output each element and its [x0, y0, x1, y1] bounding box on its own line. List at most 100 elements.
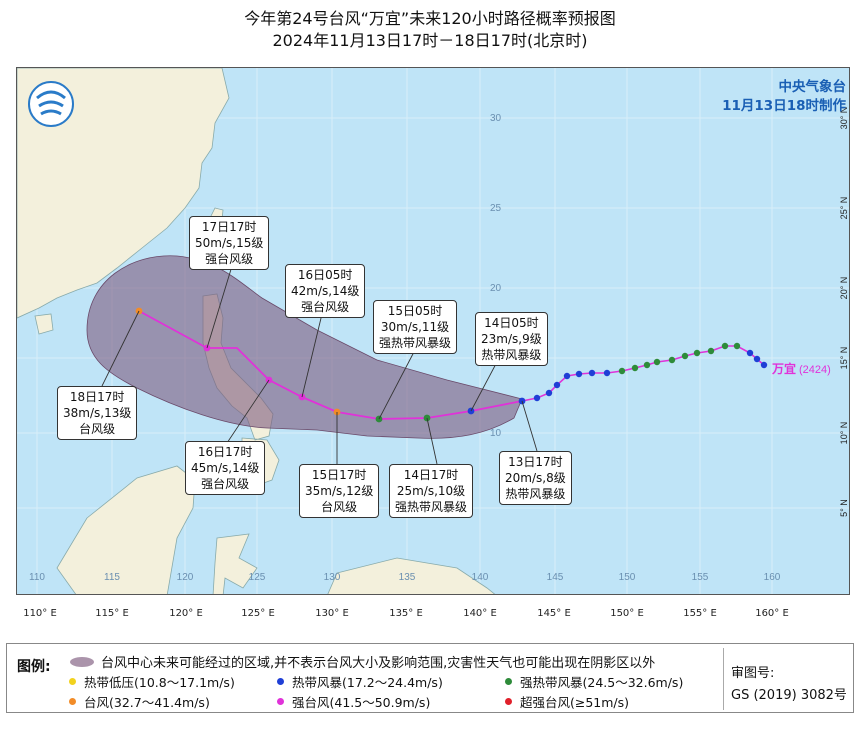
callout-grade: 台风级	[79, 422, 116, 436]
legend-item-label: 热带低压(10.8～17.1m/s)	[84, 675, 235, 690]
callout-time: 14日17时	[403, 468, 459, 482]
callout-wind: 30m/s,11级	[380, 320, 450, 334]
lon-axis-label: 125° E	[241, 608, 275, 619]
callout-14-17: 14日17时 25m/s,10级 强热带风暴级	[389, 464, 474, 518]
legend: 图例: 台风中心未来可能经过的区域,并不表示台风大小及影响范围,灾害性天气也可能…	[6, 643, 854, 713]
lat-axis-labels: 30° N 25° N 20° N 15° N 10° N 5° N	[839, 107, 849, 517]
lon-inside-label: 160	[764, 572, 781, 583]
tropical-storm-dot-icon	[277, 678, 284, 685]
lat-axis-label: 5° N	[839, 499, 849, 517]
legend-item-superty: 超强台风(≥51m/s)	[505, 692, 629, 711]
cone-swatch-icon	[70, 656, 94, 667]
forecast-track-line	[138, 310, 523, 420]
lat-axis-label: 10° N	[839, 422, 849, 445]
callout-14-05: 14日05时 23m/s,9级 热带风暴级	[475, 312, 548, 366]
callout-wind: 20m/s,8级	[505, 471, 566, 485]
lon-inside-label: 140	[472, 572, 489, 583]
past-track-points	[533, 342, 768, 402]
lat-inside-label: 30	[490, 113, 502, 124]
lon-axis-label: 145° E	[537, 608, 571, 619]
lon-inside-label: 145	[547, 572, 564, 583]
land-new-guinea	[327, 557, 496, 594]
lon-axis-label: 135° E	[389, 608, 423, 619]
probability-cone	[86, 255, 523, 439]
lat-axis-label: 25° N	[839, 197, 849, 220]
legend-item-label: 强热带风暴(24.5～32.6m/s)	[520, 675, 684, 690]
forecast-map: 110 115 120 125 130 135 140 145 150 155 …	[16, 67, 850, 595]
issuer-made-at: 11月13日18时制作	[722, 98, 846, 114]
super-typhoon-dot-icon	[505, 698, 512, 705]
issuer-name: 中央气象台	[778, 79, 847, 95]
legend-item-ty: 台风(32.7～41.4m/s)	[69, 692, 210, 711]
callout-15-17: 15日17时 35m/s,12级 台风级	[299, 464, 380, 518]
legend-item-td: 热带低压(10.8～17.1m/s)	[69, 672, 235, 691]
callout-wind: 45m/s,14级	[191, 461, 260, 475]
callout-time: 17日17时	[201, 220, 257, 234]
land-hainan	[34, 313, 54, 335]
lon-inside-label: 150	[619, 572, 636, 583]
callout-wind: 42m/s,14级	[291, 284, 360, 298]
callout-wind: 38m/s,13级	[63, 406, 132, 420]
lon-inside-label: 125	[249, 572, 266, 583]
legend-item-label: 台风(32.7～41.4m/s)	[84, 695, 210, 710]
callout-grade: 强热带风暴级	[395, 500, 468, 514]
lon-inside-label: 155	[692, 572, 709, 583]
title-line-1: 今年第24号台风“万宜”未来120小时路径概率预报图	[244, 9, 616, 28]
severe-tropical-storm-dot-icon	[505, 678, 512, 685]
callout-time: 15日05时	[387, 304, 443, 318]
callout-18-17: 18日17时 38m/s,13级 台风级	[57, 386, 138, 440]
lon-inside-label: 130	[324, 572, 341, 583]
lon-axis-label: 150° E	[610, 608, 644, 619]
callout-15-05: 15日05时 30m/s,11级 强热带风暴级	[373, 300, 458, 354]
callout-time: 18日17时	[69, 390, 125, 404]
callout-grade: 热带风暴级	[481, 348, 542, 362]
lat-axis-label: 30° N	[839, 107, 849, 130]
callout-wind: 25m/s,10级	[396, 484, 466, 498]
callout-time: 16日05时	[297, 268, 353, 282]
legend-item-sty: 强台风(41.5～50.9m/s)	[277, 692, 430, 711]
lon-inside-label: 115	[104, 572, 120, 583]
review-number: GS (2019) 3082号	[731, 688, 847, 703]
lat-inside-label: 10	[490, 428, 502, 439]
lon-axis-label: 110° E	[23, 608, 57, 619]
callout-grade: 强台风级	[205, 252, 254, 266]
lon-axis-label: 130° E	[315, 608, 349, 619]
lon-inside-label: 120	[177, 572, 194, 583]
typhoon-code-label: (2424)	[799, 364, 831, 376]
legend-item-ts: 热带风暴(17.2～24.4m/s)	[277, 672, 443, 691]
land-borneo	[56, 465, 196, 594]
legend-item-label: 强台风(41.5～50.9m/s)	[292, 695, 431, 710]
callout-grade: 强台风级	[301, 300, 350, 314]
lon-inside-label: 135	[399, 572, 416, 583]
lon-axis-label: 140° E	[463, 608, 497, 619]
typhoon-name-label: 万宜	[771, 361, 796, 376]
legend-area-entry: 台风中心未来可能经过的区域,并不表示台风大小及影响范围,灾害性天气也可能出现在阴…	[69, 652, 655, 671]
lat-inside-label: 20	[490, 283, 502, 294]
lat-axis-label: 20° N	[839, 277, 849, 300]
lat-inside-label: 25	[490, 203, 502, 214]
lon-axis-label: 155° E	[683, 608, 717, 619]
callout-grade: 强热带风暴级	[379, 336, 452, 350]
title-line-2: 2024年11月13日17时－18日17时(北京时)	[272, 31, 588, 50]
legend-title: 图例:	[17, 659, 51, 675]
callout-time: 16日17时	[197, 445, 253, 459]
callout-wind: 35m/s,12级	[305, 484, 374, 498]
callout-wind: 50m/s,15级	[195, 236, 264, 250]
callout-time: 13日17时	[508, 455, 563, 469]
legend-item-sts: 强热带风暴(24.5～32.6m/s)	[505, 672, 683, 691]
legend-area-desc: 台风中心未来可能经过的区域,并不表示台风大小及影响范围,灾害性天气也可能出现在阴…	[101, 656, 656, 671]
lon-axis-label: 120° E	[169, 608, 203, 619]
issuer-block: 中央气象台 11月13日18时制作	[722, 78, 846, 116]
legend-divider	[723, 648, 724, 710]
callout-grade: 强台风级	[201, 477, 250, 491]
review-label: 审图号:	[731, 666, 775, 681]
lon-inside-label: 110	[29, 572, 45, 583]
tropical-depression-dot-icon	[69, 678, 76, 685]
callout-16-17: 16日17时 45m/s,14级 强台风级	[185, 441, 266, 495]
typhoon-dot-icon	[69, 698, 76, 705]
callout-wind: 23m/s,9级	[481, 332, 542, 346]
callout-17-17: 17日17时 50m/s,15级 强台风级	[189, 216, 270, 270]
callout-grade: 热带风暴级	[505, 487, 566, 501]
legend-item-label: 热带风暴(17.2～24.4m/s)	[292, 675, 443, 690]
lon-axis-label: 115° E	[95, 608, 129, 619]
